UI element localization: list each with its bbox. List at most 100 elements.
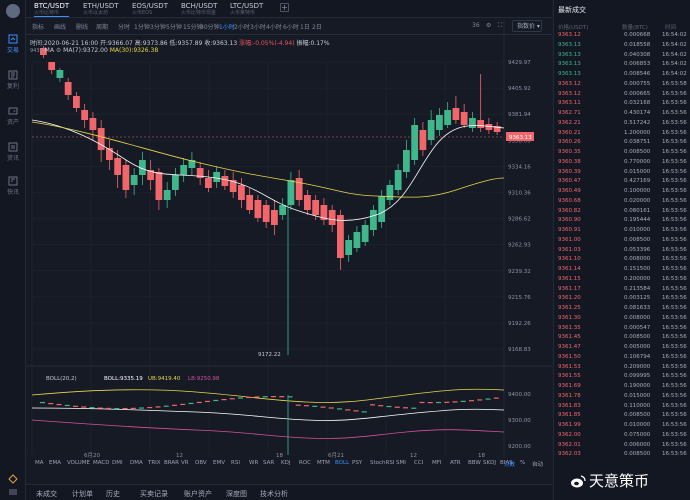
size-value[interactable]: 36 — [472, 22, 480, 29]
boll-candle — [436, 401, 441, 404]
timeframe-button[interactable]: 2小时 — [234, 24, 250, 31]
trade-price: 9362.00 — [558, 431, 581, 438]
boll-candle — [213, 399, 219, 402]
indicator-psy[interactable]: PSY — [352, 460, 363, 466]
nav-flash[interactable]: 快讯 — [0, 176, 26, 196]
kline-chart[interactable]: 9429.97 9405.92 9381.94 9358.00 9334.16 9310.… — [26, 0, 552, 500]
trade-amount: 0.427169 — [624, 178, 651, 185]
boll-upper-line — [31, 388, 505, 403]
nav-assets[interactable]: 资产 — [0, 106, 26, 126]
tab-account-assets[interactable]: 账户资产 — [184, 490, 212, 498]
indicator-skdj[interactable]: SKDJ — [483, 460, 496, 466]
trade-row: 9361.99 0.010000 16:53:56 — [554, 422, 690, 430]
candle-body — [254, 200, 262, 218]
nav-alert[interactable] — [0, 474, 26, 484]
trade-row: 9361.14 0.151500 16:53:56 — [554, 266, 690, 274]
indicator-dmi[interactable]: DMI — [112, 460, 123, 466]
trade-time: 16:53:56 — [662, 334, 687, 341]
timeframe-button[interactable]: 6小时 — [283, 24, 299, 31]
info-high: 高:9373.86 — [134, 40, 168, 47]
trade-time: 16:53:58 — [662, 80, 687, 87]
indicator-wr[interactable]: WR — [249, 460, 259, 466]
timeframe-button[interactable]: 1日 — [300, 24, 310, 31]
nav-news[interactable]: 资讯 — [0, 142, 26, 162]
tab-trade-records[interactable]: 买卖记录 — [140, 490, 168, 498]
trade-price: 9361.25 — [558, 305, 581, 311]
trade-time: 16:53:56 — [662, 275, 687, 282]
price-type-select[interactable]: 指数价 ▾ — [512, 20, 542, 32]
boll-candle — [386, 405, 392, 408]
tab-plan-orders[interactable]: 计划单 — [72, 490, 93, 498]
indicator-macd[interactable]: MACD — [93, 460, 110, 466]
indicator-mtm[interactable]: MTM — [317, 460, 330, 466]
tab-history[interactable]: 历史 — [106, 490, 120, 498]
indicator-rsi[interactable]: RSI — [231, 460, 240, 466]
timeframe-button[interactable]: 3小时 — [250, 24, 266, 31]
delete-line-button[interactable]: 删线 — [76, 24, 89, 31]
axis-option-2[interactable]: 自动 — [532, 462, 544, 468]
indicator-boll[interactable]: BOLL — [335, 460, 350, 466]
axis-option-0[interactable]: 对数 — [504, 462, 516, 468]
indicator-trix[interactable]: TRIX — [148, 460, 161, 466]
timeframe-button[interactable]: 1小时 — [219, 24, 235, 31]
indicator-kdj[interactable]: KDJ — [281, 460, 291, 466]
indicator-roc[interactable]: ROC — [299, 460, 311, 466]
tab-eos-usdt[interactable]: EOS/USDT 火币EOS — [132, 2, 168, 17]
nav-collapse[interactable] — [0, 488, 26, 496]
indicator-smi[interactable]: SMI — [396, 460, 406, 466]
nav-trade[interactable]: 交易 — [0, 34, 26, 54]
axis-option-1[interactable]: % — [520, 460, 526, 466]
timeframe-button[interactable]: 2日 — [312, 24, 322, 31]
indicator-sar[interactable]: SAR — [263, 460, 275, 466]
settings-icon[interactable]: ⚙ — [486, 22, 492, 29]
indicator-cci[interactable]: CCI — [414, 460, 424, 466]
trade-time: 16:53:56 — [662, 256, 687, 263]
candle-body — [139, 160, 146, 175]
indicator-bias[interactable]: BIAS — [500, 460, 513, 466]
timeframe-button[interactable]: 5分钟 — [166, 24, 182, 31]
indicator-atr[interactable]: ATR — [450, 460, 461, 466]
tab-btc-usdt[interactable]: BTC/USDT 火币比特币 — [34, 2, 70, 17]
timeframe-button[interactable]: 分时 — [118, 24, 131, 31]
tab-open-orders[interactable]: 未成交 — [36, 490, 57, 498]
boll-candle — [97, 407, 103, 409]
indicator-vr[interactable]: VR — [181, 460, 189, 466]
indicator-button[interactable]: 指标 — [32, 24, 45, 31]
timeframe-button[interactable]: 15分钟 — [183, 24, 203, 31]
candle-body — [353, 232, 361, 248]
indicator-obv[interactable]: OBV — [195, 460, 207, 466]
trade-time: 16:53:56 — [662, 373, 687, 380]
indicator-mfi[interactable]: MFI — [432, 460, 442, 466]
fullscreen-icon[interactable]: ⛶ — [498, 22, 503, 29]
indicator-stochrsi[interactable]: StochRSI — [370, 460, 395, 466]
tab-bch-usdt[interactable]: BCH/USDT 火币比特币现金 — [181, 2, 217, 17]
timeframe-button[interactable]: 4小时 — [266, 24, 282, 31]
tab-tech-analysis[interactable]: 技术分析 — [260, 490, 288, 498]
trade-price: 9360.68 — [558, 197, 581, 204]
trade-row: 9363.12 0.000755 16:53:58 — [554, 81, 690, 89]
indicator-dma[interactable]: DMA — [130, 460, 143, 466]
add-tab-button[interactable]: + — [280, 3, 289, 12]
tab-eth-usdt[interactable]: ETH/USDT 火币以太坊 — [83, 2, 119, 17]
candle-body — [163, 190, 171, 200]
nav-compound[interactable]: 复利 — [0, 70, 26, 90]
menu-icon — [9, 489, 17, 495]
trade-row: 9363.13 0.008546 16:54:02 — [554, 71, 690, 79]
indicator-bbw[interactable]: BBW — [468, 460, 481, 466]
candle-body — [287, 180, 295, 205]
tab-depth-chart[interactable]: 深度图 — [226, 490, 247, 498]
indicator-ma[interactable]: MA — [35, 460, 44, 466]
draw-line-button[interactable]: 画线 — [54, 24, 67, 31]
timeframe-button[interactable]: 1分钟 — [134, 24, 150, 31]
ma-settings-icon[interactable]: ⚙ — [55, 47, 62, 54]
trade-row: 9360.38 0.770000 16:53:56 — [554, 159, 690, 167]
candle-body — [271, 210, 278, 225]
timeframe-button[interactable]: 3分钟 — [150, 24, 166, 31]
indicator-emv[interactable]: EMV — [213, 460, 225, 466]
indicator-ema[interactable]: EMA — [49, 460, 61, 466]
indicator-brar[interactable]: BRAR — [164, 460, 179, 466]
tab-ltc-usdt[interactable]: LTC/USDT 火币莱特币 — [230, 2, 263, 17]
indicator-volume[interactable]: VOLUME — [67, 460, 91, 466]
boll-candle — [81, 406, 87, 408]
timeframe-button[interactable]: 30分钟 — [200, 24, 220, 31]
